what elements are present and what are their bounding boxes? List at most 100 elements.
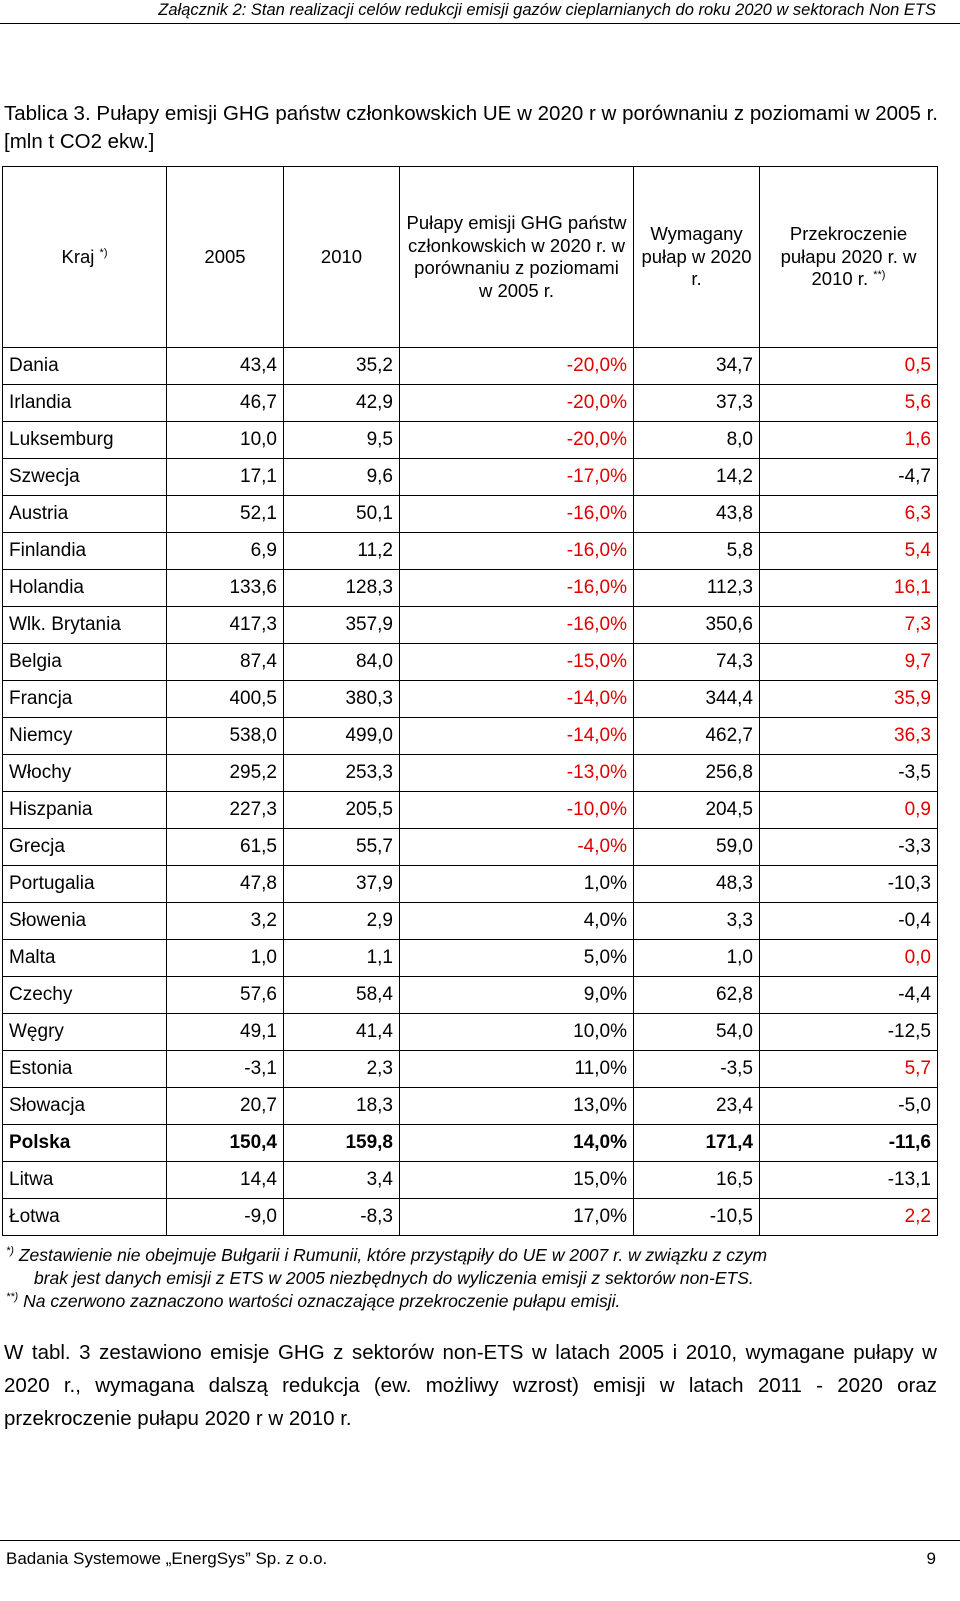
footer-publisher: Badania Systemowe „EnergSys” Sp. z o.o.: [6, 1549, 328, 1568]
cell-country: Hiszpania: [2, 791, 167, 829]
cell-country: Łotwa: [2, 1198, 167, 1236]
table-row: Szwecja 17,1 9,6 -17,0% 14,2 -4,7: [2, 458, 938, 496]
cell-country: Dania: [2, 347, 167, 385]
cell-excess: 7,3: [759, 606, 938, 644]
cell-2010: 58,4: [283, 976, 400, 1014]
cell-2005: -3,1: [166, 1050, 284, 1088]
cell-2010: 1,1: [283, 939, 400, 977]
cell-country: Litwa: [2, 1161, 167, 1199]
cell-country: Irlandia: [2, 384, 167, 422]
cell-cap: -20,0%: [399, 347, 634, 385]
cell-2005: 49,1: [166, 1013, 284, 1051]
table-row: Luksemburg 10,0 9,5 -20,0% 8,0 1,6: [2, 421, 938, 459]
cell-2010: 499,0: [283, 717, 400, 755]
table-row: Grecja 61,5 55,7 -4,0% 59,0 -3,3: [2, 828, 938, 866]
cell-country: Estonia: [2, 1050, 167, 1088]
table-row: Łotwa -9,0 -8,3 17,0% -10,5 2,2: [2, 1198, 938, 1236]
footnote-1-line-1: Zestawienie nie obejmuje Bułgarii i Rumu…: [18, 1245, 768, 1265]
cell-cap: -16,0%: [399, 495, 634, 533]
cell-2010: 37,9: [283, 865, 400, 903]
cell-cap: 11,0%: [399, 1050, 634, 1088]
footnote-1-line-2: brak jest danych emisji z ETS w 2005 nie…: [34, 1268, 754, 1288]
cell-2005: 133,6: [166, 569, 284, 607]
cell-country: Grecja: [2, 828, 167, 866]
cell-required: 8,0: [633, 421, 760, 459]
table-row: Finlandia 6,9 11,2 -16,0% 5,8 5,4: [2, 532, 938, 570]
cell-2010: 205,5: [283, 791, 400, 829]
cell-cap: 10,0%: [399, 1013, 634, 1051]
cell-2010: 3,4: [283, 1161, 400, 1199]
cell-2010: 128,3: [283, 569, 400, 607]
cell-cap: -13,0%: [399, 754, 634, 792]
cell-2010: 253,3: [283, 754, 400, 792]
cell-cap: 9,0%: [399, 976, 634, 1014]
cell-cap: -15,0%: [399, 643, 634, 681]
cell-excess: -5,0: [759, 1087, 938, 1125]
table-body: Dania 43,4 35,2 -20,0% 34,7 0,5 Irlandia 46,7 42…: [2, 347, 938, 1236]
cell-excess: -3,3: [759, 828, 938, 866]
cell-excess: 0,0: [759, 939, 938, 977]
cell-required: 350,6: [633, 606, 760, 644]
header-2010: 2010: [283, 166, 400, 348]
header-cap: Pułapy emisji GHG państw członkowskich w…: [399, 166, 634, 348]
table-row: Węgry 49,1 41,4 10,0% 54,0 -12,5: [2, 1013, 938, 1051]
table-row: Niemcy 538,0 499,0 -14,0% 462,7 36,3: [2, 717, 938, 755]
cell-excess: 5,6: [759, 384, 938, 422]
body-paragraph: W tabl. 3 zestawiono emisje GHG z sektor…: [4, 1341, 937, 1430]
cell-required: 74,3: [633, 643, 760, 681]
cell-cap: 17,0%: [399, 1198, 634, 1236]
table-row: Czechy 57,6 58,4 9,0% 62,8 -4,4: [2, 976, 938, 1014]
cell-country: Czechy: [2, 976, 167, 1014]
cell-cap: 14,0%: [399, 1124, 634, 1162]
cell-excess: 16,1: [759, 569, 938, 607]
cell-cap: -14,0%: [399, 680, 634, 718]
cell-country: Włochy: [2, 754, 167, 792]
cell-2005: 46,7: [166, 384, 284, 422]
cell-2005: 20,7: [166, 1087, 284, 1125]
header-kraj: Kraj *): [2, 166, 167, 348]
cell-2005: 61,5: [166, 828, 284, 866]
cell-2005: 14,4: [166, 1161, 284, 1199]
cell-cap: -16,0%: [399, 606, 634, 644]
cell-country: Austria: [2, 495, 167, 533]
cell-excess: 0,5: [759, 347, 938, 385]
cell-2005: 6,9: [166, 532, 284, 570]
cell-2010: 380,3: [283, 680, 400, 718]
cell-excess: -13,1: [759, 1161, 938, 1199]
table-row: Włochy 295,2 253,3 -13,0% 256,8 -3,5: [2, 754, 938, 792]
cell-excess: -11,6: [759, 1124, 938, 1162]
cell-required: 34,7: [633, 347, 760, 385]
table-row: Litwa 14,4 3,4 15,0% 16,5 -13,1: [2, 1161, 938, 1199]
footnote-2-text: Na czerwono zaznaczono wartości oznaczaj…: [23, 1291, 621, 1311]
cell-2005: 400,5: [166, 680, 284, 718]
page-number: 9: [926, 1549, 936, 1568]
cell-required: -3,5: [633, 1050, 760, 1088]
cell-required: 43,8: [633, 495, 760, 533]
cell-2005: 417,3: [166, 606, 284, 644]
cell-required: 5,8: [633, 532, 760, 570]
cell-cap: 1,0%: [399, 865, 634, 903]
cell-country: Węgry: [2, 1013, 167, 1051]
cell-cap: -16,0%: [399, 569, 634, 607]
cell-excess: 0,9: [759, 791, 938, 829]
cell-required: 59,0: [633, 828, 760, 866]
cell-cap: -20,0%: [399, 384, 634, 422]
cell-required: 54,0: [633, 1013, 760, 1051]
table-row: Malta 1,0 1,1 5,0% 1,0 0,0: [2, 939, 938, 977]
cell-required: 37,3: [633, 384, 760, 422]
cell-cap: -14,0%: [399, 717, 634, 755]
cell-2010: 41,4: [283, 1013, 400, 1051]
cell-country: Wlk. Brytania: [2, 606, 167, 644]
cell-required: 23,4: [633, 1087, 760, 1125]
cell-required: 204,5: [633, 791, 760, 829]
header-2005: 2005: [166, 166, 284, 348]
table-row: Portugalia 47,8 37,9 1,0% 48,3 -10,3: [2, 865, 938, 903]
cell-excess: 6,3: [759, 495, 938, 533]
cell-required: 3,3: [633, 902, 760, 940]
table-row: Irlandia 46,7 42,9 -20,0% 37,3 5,6: [2, 384, 938, 422]
table-row: Słowenia 3,2 2,9 4,0% 3,3 -0,4: [2, 902, 938, 940]
cell-required: 112,3: [633, 569, 760, 607]
header-excess: Przekroczenie pułapu 2020 r. w 2010 r. *…: [759, 166, 938, 348]
cell-excess: -12,5: [759, 1013, 938, 1051]
cell-country: Luksemburg: [2, 421, 167, 459]
